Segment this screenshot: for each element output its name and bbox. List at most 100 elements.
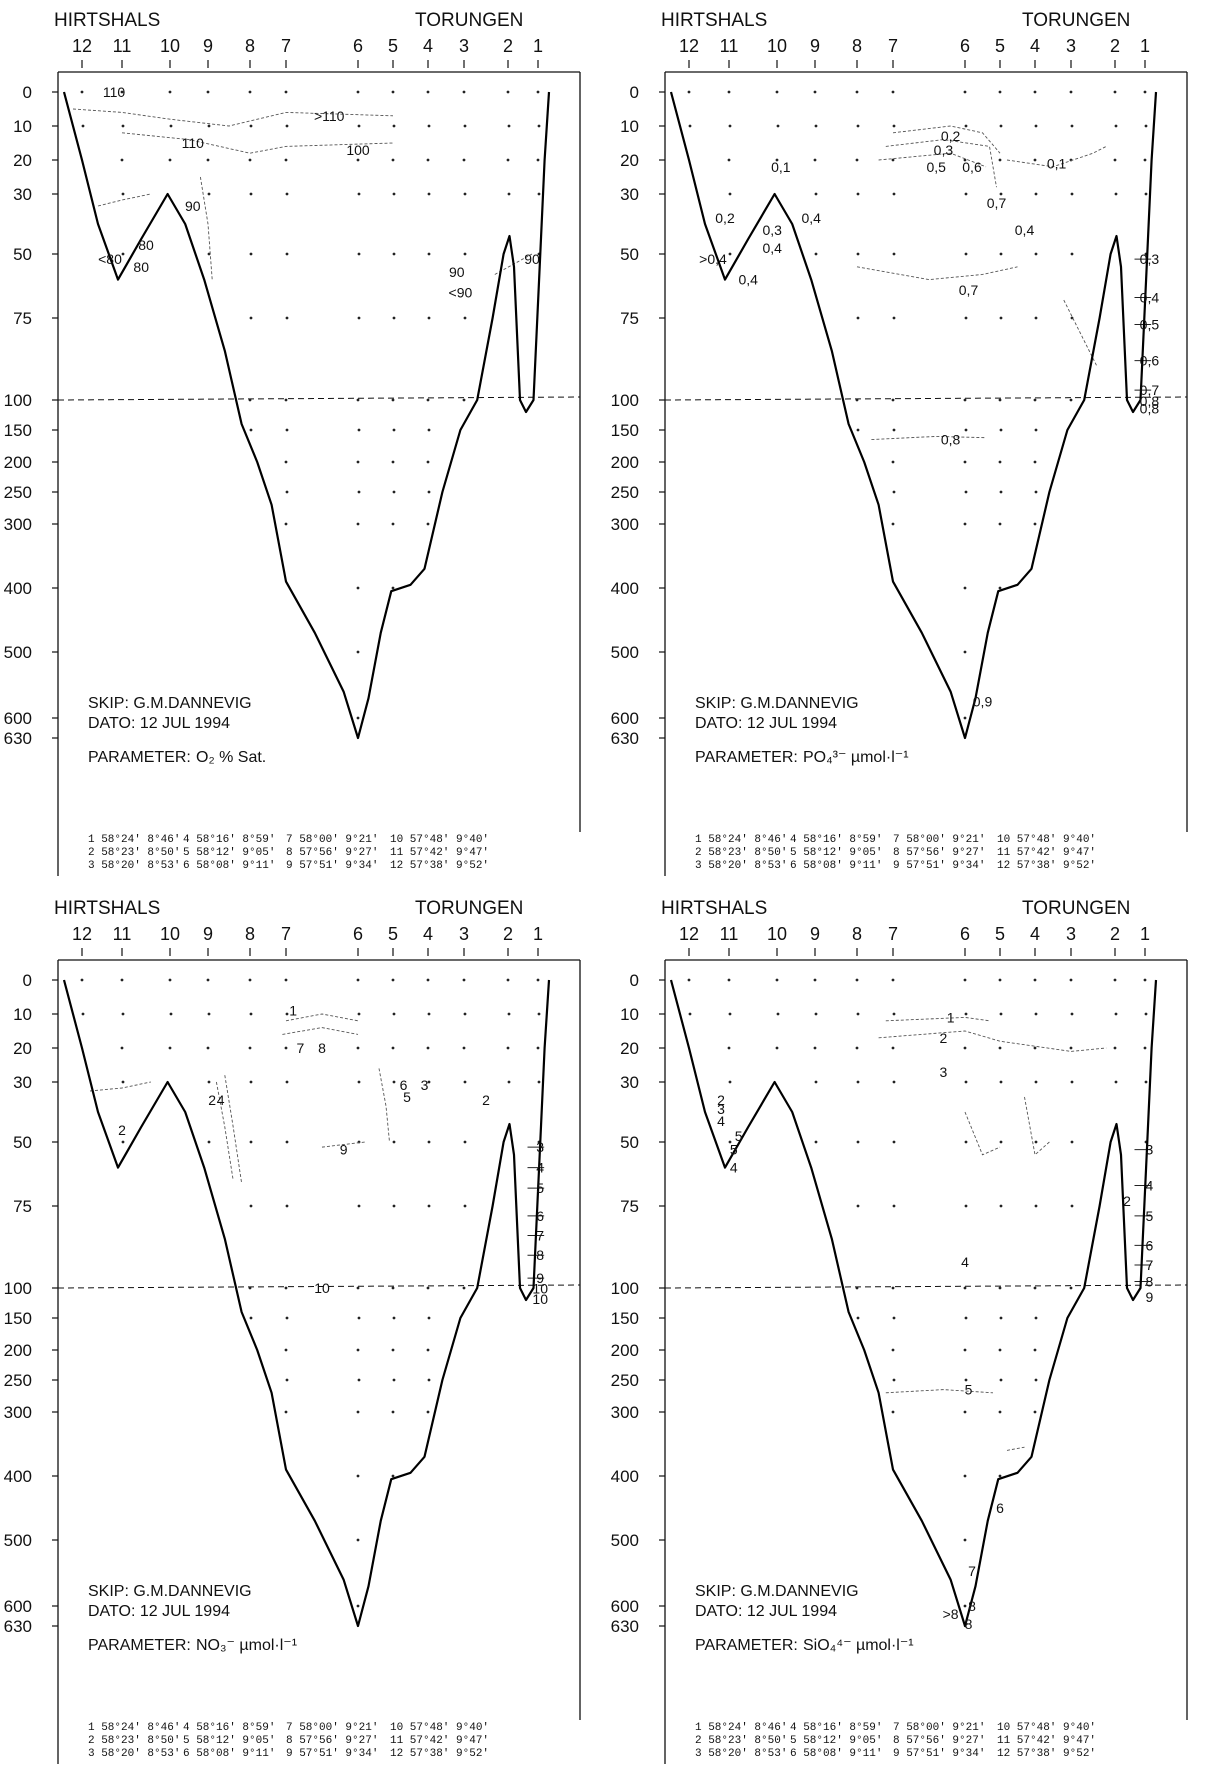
sample-point (356, 1538, 360, 1542)
sample-point (814, 252, 818, 256)
sample-point (120, 978, 124, 982)
sample-point (1113, 90, 1117, 94)
sample-point (356, 1046, 360, 1050)
sample-point (1070, 1204, 1074, 1208)
sample-point (391, 398, 395, 402)
depth-tick-label: 30 (620, 185, 639, 204)
station-label: 8 (245, 924, 255, 944)
station-label: 3 (1066, 36, 1076, 56)
sample-point (998, 1474, 1002, 1478)
isoline (282, 1027, 359, 1035)
contour-label: 0,5 (1140, 317, 1160, 333)
depth-tick-label: 200 (4, 453, 32, 472)
contour-label: 0,3 (762, 222, 782, 238)
sample-point (964, 1080, 968, 1084)
sample-point (121, 192, 125, 196)
sample-point (813, 90, 817, 94)
sample-point (891, 398, 895, 402)
depth-tick-label: 250 (4, 483, 32, 502)
sample-point (963, 716, 967, 720)
sample-point (357, 252, 361, 256)
sample-point (426, 522, 430, 526)
contour-label: 3 (536, 1139, 544, 1155)
sample-point (814, 1140, 818, 1144)
contour-label: 2 (717, 1092, 725, 1108)
sample-point (1033, 1046, 1037, 1050)
sample-point (688, 1012, 692, 1016)
sample-point (727, 978, 731, 982)
sample-point (1070, 192, 1074, 196)
sample-point (357, 1378, 361, 1382)
sample-point (284, 158, 288, 162)
sample-point (427, 316, 431, 320)
station-label: 12 (679, 924, 699, 944)
contour-label: 9 (536, 1270, 544, 1286)
sample-point (1070, 1080, 1074, 1084)
sample-point (856, 428, 860, 432)
scale-break-line (57, 396, 581, 401)
sample-point (462, 978, 466, 982)
sample-point (1113, 978, 1117, 982)
sample-point (727, 158, 731, 162)
sample-point (284, 1410, 288, 1414)
isoline (871, 435, 987, 441)
contour-label: <80 (98, 251, 122, 267)
contour-label: 10 (532, 1281, 548, 1297)
sample-point (963, 522, 967, 526)
station-position: 1 58°24' 8°46' (88, 1722, 180, 1734)
sample-point (964, 1204, 968, 1208)
station-label: 11 (720, 924, 739, 944)
sample-point (391, 1474, 395, 1478)
contour-label: 3 (717, 1101, 725, 1117)
sample-point (426, 158, 430, 162)
sample-point (463, 1080, 467, 1084)
sample-point (80, 978, 84, 982)
depth-tick-label: 10 (13, 117, 32, 136)
panel-phosphate: HIRTSHALS TORUNGEN 12 11 10 9 8 7 6 5 4 3 2 1 0 10 20 30 5… (607, 0, 1207, 889)
sample-point (249, 1140, 253, 1144)
sample-point (1033, 398, 1037, 402)
station-label: 12 (72, 36, 92, 56)
station-label: 7 (888, 924, 898, 944)
sample-point (357, 490, 361, 494)
depth-tick-label: 600 (611, 709, 639, 728)
depth-tick-label: 300 (4, 515, 32, 534)
sample-point (357, 192, 361, 196)
contour-label: 0,4 (801, 210, 821, 226)
sample-point (963, 1046, 967, 1050)
sample-point (507, 192, 511, 196)
contour-label: 2 (1123, 1193, 1131, 1209)
isoline (215, 1081, 234, 1181)
contour-label: 0,7 (959, 282, 979, 298)
station-position: 6 58°08' 9°11' (183, 860, 275, 872)
sample-point (963, 158, 967, 162)
depth-tick-label: 200 (611, 453, 639, 472)
contour-label: 0,4 (738, 272, 758, 288)
contour-label: 0,7 (1140, 382, 1160, 398)
sample-point (356, 522, 360, 526)
sample-point (463, 316, 467, 320)
sample-point (506, 978, 510, 982)
sample-point (892, 428, 896, 432)
sample-point (392, 1378, 396, 1382)
contour-label: 4 (1146, 1178, 1154, 1194)
place-left-label: HIRTSHALS (661, 898, 767, 919)
station-position: 8 57°56' 9°27' (286, 847, 378, 859)
sample-point (964, 1012, 968, 1016)
sample-point (998, 1286, 1002, 1290)
sample-point (391, 1348, 395, 1352)
depth-tick-label: 250 (4, 1371, 32, 1390)
sample-point (121, 1140, 125, 1144)
contour-label: 5 (536, 1180, 544, 1196)
station-position: 1 58°24' 8°46' (695, 834, 787, 846)
sample-point (687, 90, 691, 94)
isoline (964, 1111, 1001, 1156)
sample-point (426, 1410, 430, 1414)
sample-point (963, 460, 967, 464)
isoline (121, 132, 394, 154)
sample-point (206, 158, 210, 162)
sample-point (427, 428, 431, 432)
sample-point (892, 124, 896, 128)
contour-label: 1 (289, 1003, 297, 1019)
contour-label: 0,4 (1015, 222, 1035, 238)
